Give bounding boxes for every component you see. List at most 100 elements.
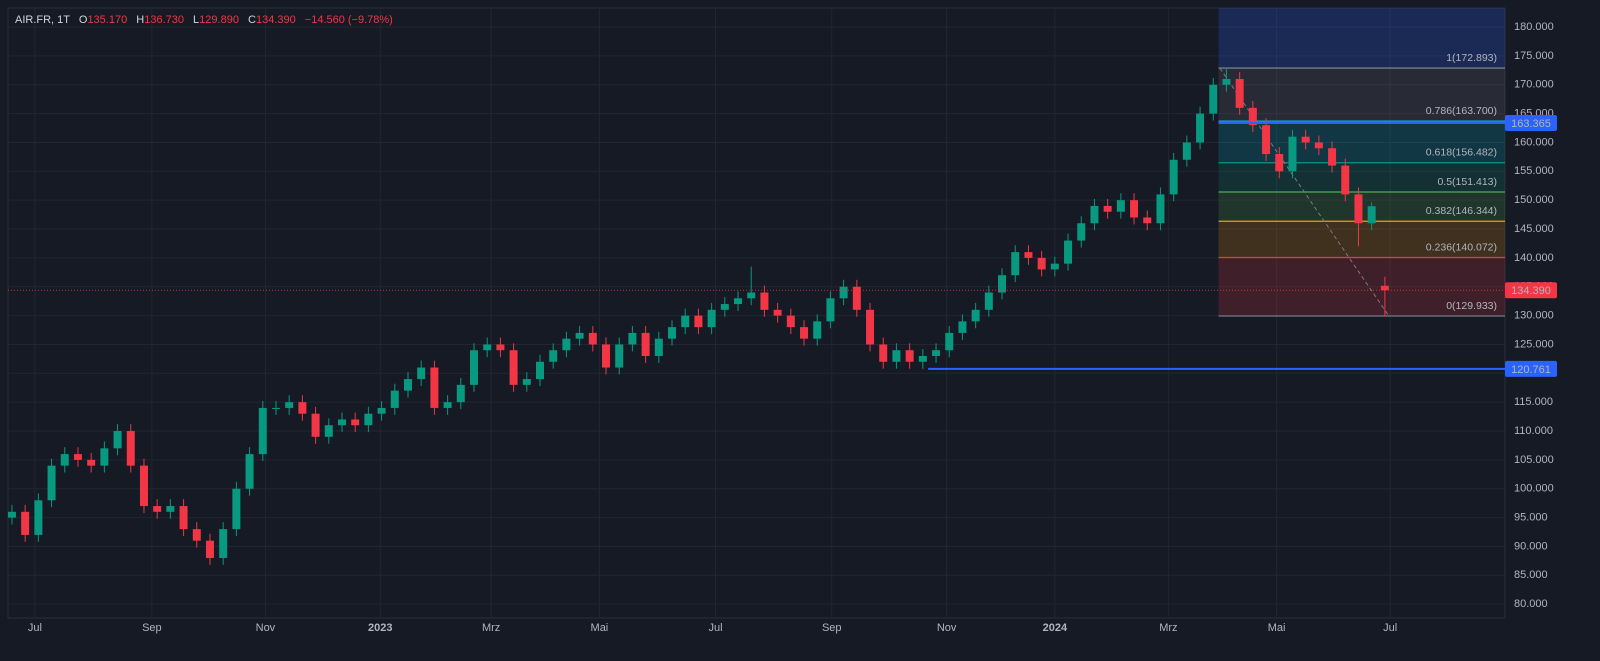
ohlc-value: 136.730 xyxy=(144,14,184,26)
candle-body xyxy=(430,367,439,408)
candle-body xyxy=(285,402,294,408)
y-tick-label: 100.000 xyxy=(1514,483,1554,495)
candle-body xyxy=(549,350,558,362)
y-tick-label: 175.000 xyxy=(1514,50,1554,62)
x-tick-label: Jul xyxy=(709,622,723,634)
candle-body xyxy=(628,332,637,345)
x-tick-label: Nov xyxy=(937,622,957,634)
candle-body xyxy=(153,506,162,512)
candle-body xyxy=(1288,136,1297,172)
candle-body xyxy=(87,459,96,466)
candle-body xyxy=(232,488,241,530)
x-tick-label: Nov xyxy=(256,622,276,634)
candle-body xyxy=(786,315,795,328)
y-tick-label: 105.000 xyxy=(1514,454,1554,466)
candle-body xyxy=(1275,154,1284,172)
candle-body xyxy=(1380,285,1389,291)
fib-top-zone xyxy=(1218,8,1505,69)
candle-body xyxy=(588,332,597,345)
candle-body xyxy=(800,327,809,339)
y-tick-label: 110.000 xyxy=(1514,425,1553,437)
x-tick-label: Mai xyxy=(591,622,609,634)
candle-body xyxy=(377,407,386,414)
candle-body xyxy=(1328,148,1337,166)
price-label-box xyxy=(1505,115,1557,132)
x-tick-label: Mai xyxy=(1268,622,1286,634)
fib-label: 0.5(151.413) xyxy=(1437,176,1497,188)
candle-body xyxy=(351,419,360,426)
candle-body xyxy=(245,454,254,489)
fib-label: 0.786(163.700) xyxy=(1426,105,1497,117)
fib-retracement: 1(172.893) 0.786(163.700) 0.618(156.482) 0.… xyxy=(1218,8,1505,317)
candle-body xyxy=(205,540,214,558)
candle-body xyxy=(707,309,716,328)
candle-body xyxy=(1262,125,1271,155)
candle-body xyxy=(694,315,703,328)
candle-body xyxy=(866,309,875,345)
candle-body xyxy=(879,344,888,362)
ohlc-value: 129.890 xyxy=(199,14,239,26)
x-tick-label: Jul xyxy=(28,622,42,634)
candle-body xyxy=(509,350,518,385)
candle-body xyxy=(113,431,122,449)
y-tick-label: 95.000 xyxy=(1514,511,1548,523)
candle-body xyxy=(390,390,399,408)
candle-body xyxy=(654,338,663,356)
candle-body xyxy=(443,402,452,408)
x-tick-label: 2024 xyxy=(1043,622,1068,634)
candle-body xyxy=(1196,113,1205,143)
candle-body xyxy=(932,350,941,356)
candle-body xyxy=(747,292,756,299)
candle-body xyxy=(720,304,729,310)
x-tick-label: Sep xyxy=(142,622,162,634)
candle-body xyxy=(1064,240,1073,264)
price-label: 134.390 xyxy=(1511,285,1551,297)
candle-body xyxy=(575,332,584,339)
header: AIR.FR, 1T O135.170 H136.730 L129.890 C1… xyxy=(15,14,393,26)
candle-body xyxy=(1314,142,1323,149)
y-tick-label: 180.000 xyxy=(1514,21,1554,33)
fib-label: 0.382(146.344) xyxy=(1426,205,1497,217)
candle-body xyxy=(905,350,914,362)
candle-body xyxy=(139,465,148,507)
candle-body xyxy=(7,511,16,518)
candle-body xyxy=(813,321,822,339)
candle-body xyxy=(1090,205,1099,224)
ohlc-key: H xyxy=(136,14,144,26)
candle-body xyxy=(179,506,188,530)
candle-body xyxy=(734,298,743,305)
candle-body xyxy=(602,344,611,368)
candle-body xyxy=(100,448,109,466)
y-tick-label: 125.000 xyxy=(1514,338,1554,350)
candle-body xyxy=(1037,257,1046,270)
candle-body xyxy=(496,344,505,351)
candle-body xyxy=(1354,194,1363,224)
candle-body xyxy=(562,338,571,351)
candles xyxy=(7,68,1389,565)
candle-body xyxy=(1050,263,1059,270)
candle-body xyxy=(417,367,426,380)
ohlc-key: O xyxy=(79,14,88,26)
candle-body xyxy=(1301,136,1310,143)
candle-body xyxy=(126,431,135,466)
candle-body xyxy=(271,407,280,409)
candle-body xyxy=(852,286,861,310)
ohlc-key: C xyxy=(248,14,256,26)
candle-body xyxy=(1182,142,1191,160)
candle-body xyxy=(681,315,690,328)
candle-body xyxy=(21,511,30,535)
candle-body xyxy=(641,332,650,356)
candle-body xyxy=(73,454,82,460)
y-tick-label: 160.000 xyxy=(1514,136,1554,148)
candle-body xyxy=(1341,165,1350,195)
candle-body xyxy=(324,425,333,437)
candle-body xyxy=(984,292,993,310)
candle-body xyxy=(1130,200,1139,218)
candle-body xyxy=(536,361,545,380)
x-tick-label: Mrz xyxy=(1159,622,1177,634)
candle-body xyxy=(945,332,954,351)
y-tick-label: 90.000 xyxy=(1514,540,1548,552)
candle-body xyxy=(615,344,624,368)
candle-body xyxy=(892,350,901,362)
